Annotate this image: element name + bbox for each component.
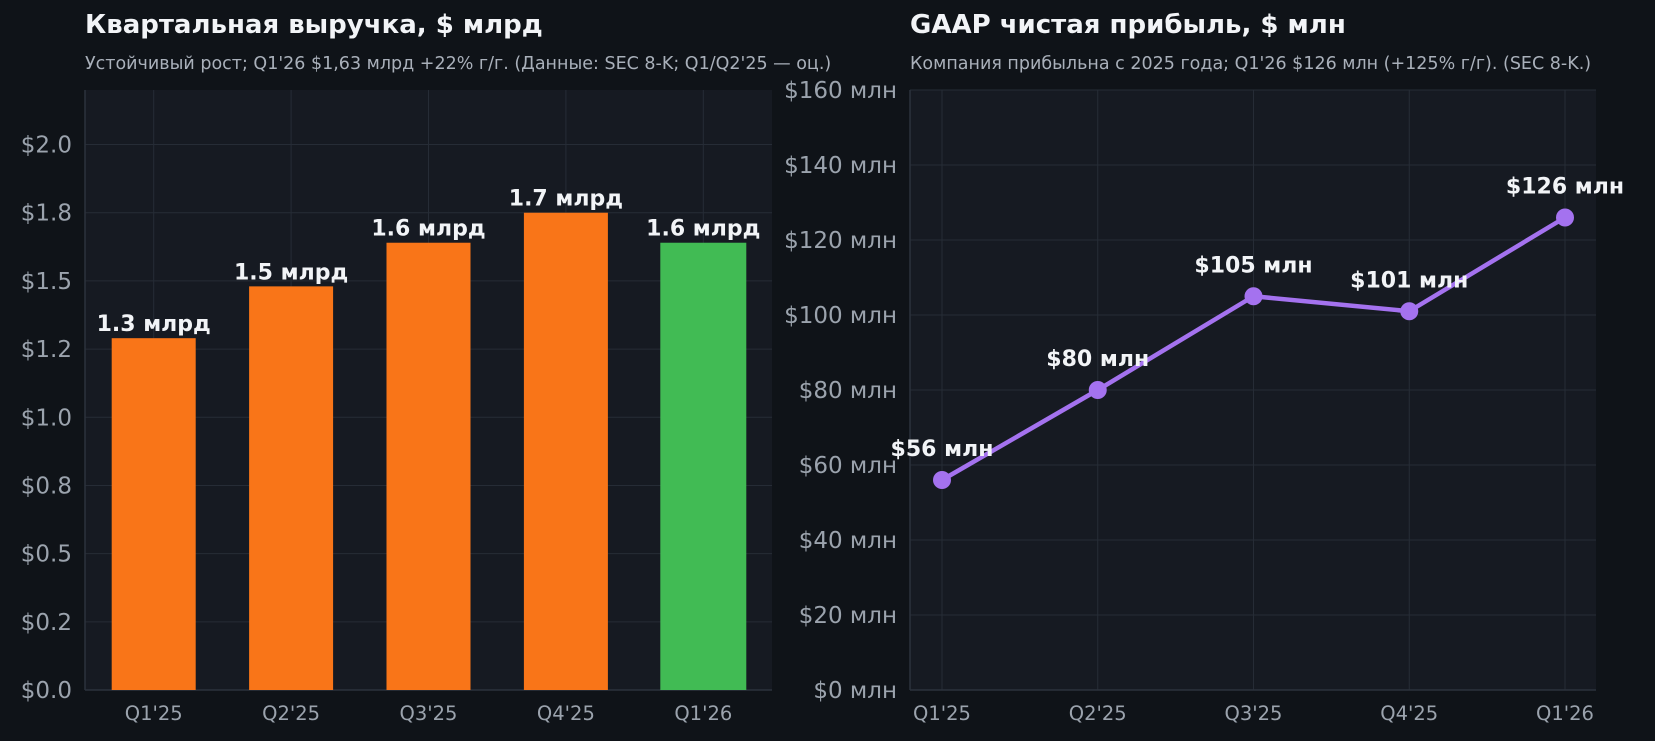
y-tick-label: $0.2 bbox=[21, 610, 72, 636]
x-tick-label: Q2'25 bbox=[262, 702, 320, 725]
bar-value-label: 1.6 млрд bbox=[371, 217, 485, 242]
y-tick-label: $0 млн bbox=[813, 678, 897, 704]
data-point bbox=[1400, 302, 1419, 321]
net-income-chart-title: GAAP чистая прибыль, $ млн bbox=[910, 10, 1346, 40]
bar-value-label: 1.6 млрд bbox=[646, 217, 760, 242]
bar-value-label: 1.7 млрд bbox=[509, 187, 623, 212]
bar bbox=[660, 242, 747, 690]
point-value-label: $101 млн bbox=[1350, 268, 1468, 293]
y-tick-label: $100 млн bbox=[784, 303, 897, 329]
bar bbox=[249, 286, 334, 690]
y-tick-label: $140 млн bbox=[784, 153, 897, 179]
x-tick-label: Q4'25 bbox=[1380, 702, 1438, 725]
y-tick-label: $40 млн bbox=[799, 528, 897, 554]
net-income-chart-panel: $0 млн $20 млн $40 млн $60 млн $80 млн $100 м… bbox=[780, 0, 1655, 741]
y-tick-label: $1.8 bbox=[21, 201, 72, 227]
y-tick-label: $0.0 bbox=[21, 678, 72, 704]
x-tick-label: Q3'25 bbox=[1225, 702, 1283, 725]
y-tick-label: $60 млн bbox=[799, 453, 897, 479]
bar bbox=[523, 212, 608, 690]
revenue-chart-panel: $0.0 $0.2 $0.5 $0.8 $1.0 $1.2 $1.5 $1.8 $2.0 1.3 … bbox=[0, 0, 831, 741]
bar bbox=[111, 338, 196, 690]
x-tick-label: Q1'26 bbox=[674, 702, 732, 725]
y-tick-label: $1.0 bbox=[21, 405, 72, 431]
net-income-line-chart: $0 млн $20 млн $40 млн $60 млн $80 млн $100 м… bbox=[784, 78, 1624, 725]
x-tick-label: Q1'25 bbox=[125, 702, 183, 725]
x-tick-label: Q4'25 bbox=[537, 702, 595, 725]
y-tick-label: $80 млн bbox=[799, 378, 897, 404]
x-tick-label: Q2'25 bbox=[1069, 702, 1127, 725]
data-point bbox=[933, 471, 951, 489]
x-tick-label: Q1'25 bbox=[913, 702, 971, 725]
y-tick-label: $160 млн bbox=[784, 78, 897, 104]
revenue-bar-chart: $0.0 $0.2 $0.5 $0.8 $1.0 $1.2 $1.5 $1.8 $2.0 1.3 … bbox=[21, 90, 772, 725]
bar-value-label: 1.3 млрд bbox=[97, 312, 211, 337]
net-income-chart-subtitle: Компания прибыльна с 2025 года; Q1'26 $1… bbox=[910, 54, 1592, 74]
data-point bbox=[1244, 287, 1263, 306]
y-tick-label: $1.5 bbox=[21, 269, 72, 295]
bar bbox=[386, 242, 471, 690]
y-tick-label: $20 млн bbox=[799, 603, 897, 629]
y-tick-label: $1.2 bbox=[21, 337, 72, 363]
y-tick-label: $0.5 bbox=[21, 542, 72, 568]
y-tick-label: $120 млн bbox=[784, 228, 897, 254]
point-value-label: $126 млн bbox=[1506, 175, 1624, 200]
bar-value-label: 1.5 млрд bbox=[234, 260, 348, 285]
y-tick-label: $2.0 bbox=[21, 133, 72, 159]
y-tick-label: $0.8 bbox=[21, 473, 72, 499]
data-point bbox=[1556, 208, 1574, 227]
x-tick-label: Q3'25 bbox=[400, 702, 458, 725]
revenue-chart-subtitle: Устойчивый рост; Q1'26 $1,63 млрд +22% г… bbox=[85, 54, 832, 74]
point-value-label: $56 млн bbox=[891, 437, 994, 462]
data-point bbox=[1088, 381, 1107, 399]
point-value-label: $105 млн bbox=[1194, 253, 1312, 278]
revenue-chart-title: Квартальная выручка, $ млрд bbox=[85, 10, 543, 40]
x-tick-label: Q1'26 bbox=[1536, 702, 1594, 725]
point-value-label: $80 млн bbox=[1046, 347, 1149, 372]
